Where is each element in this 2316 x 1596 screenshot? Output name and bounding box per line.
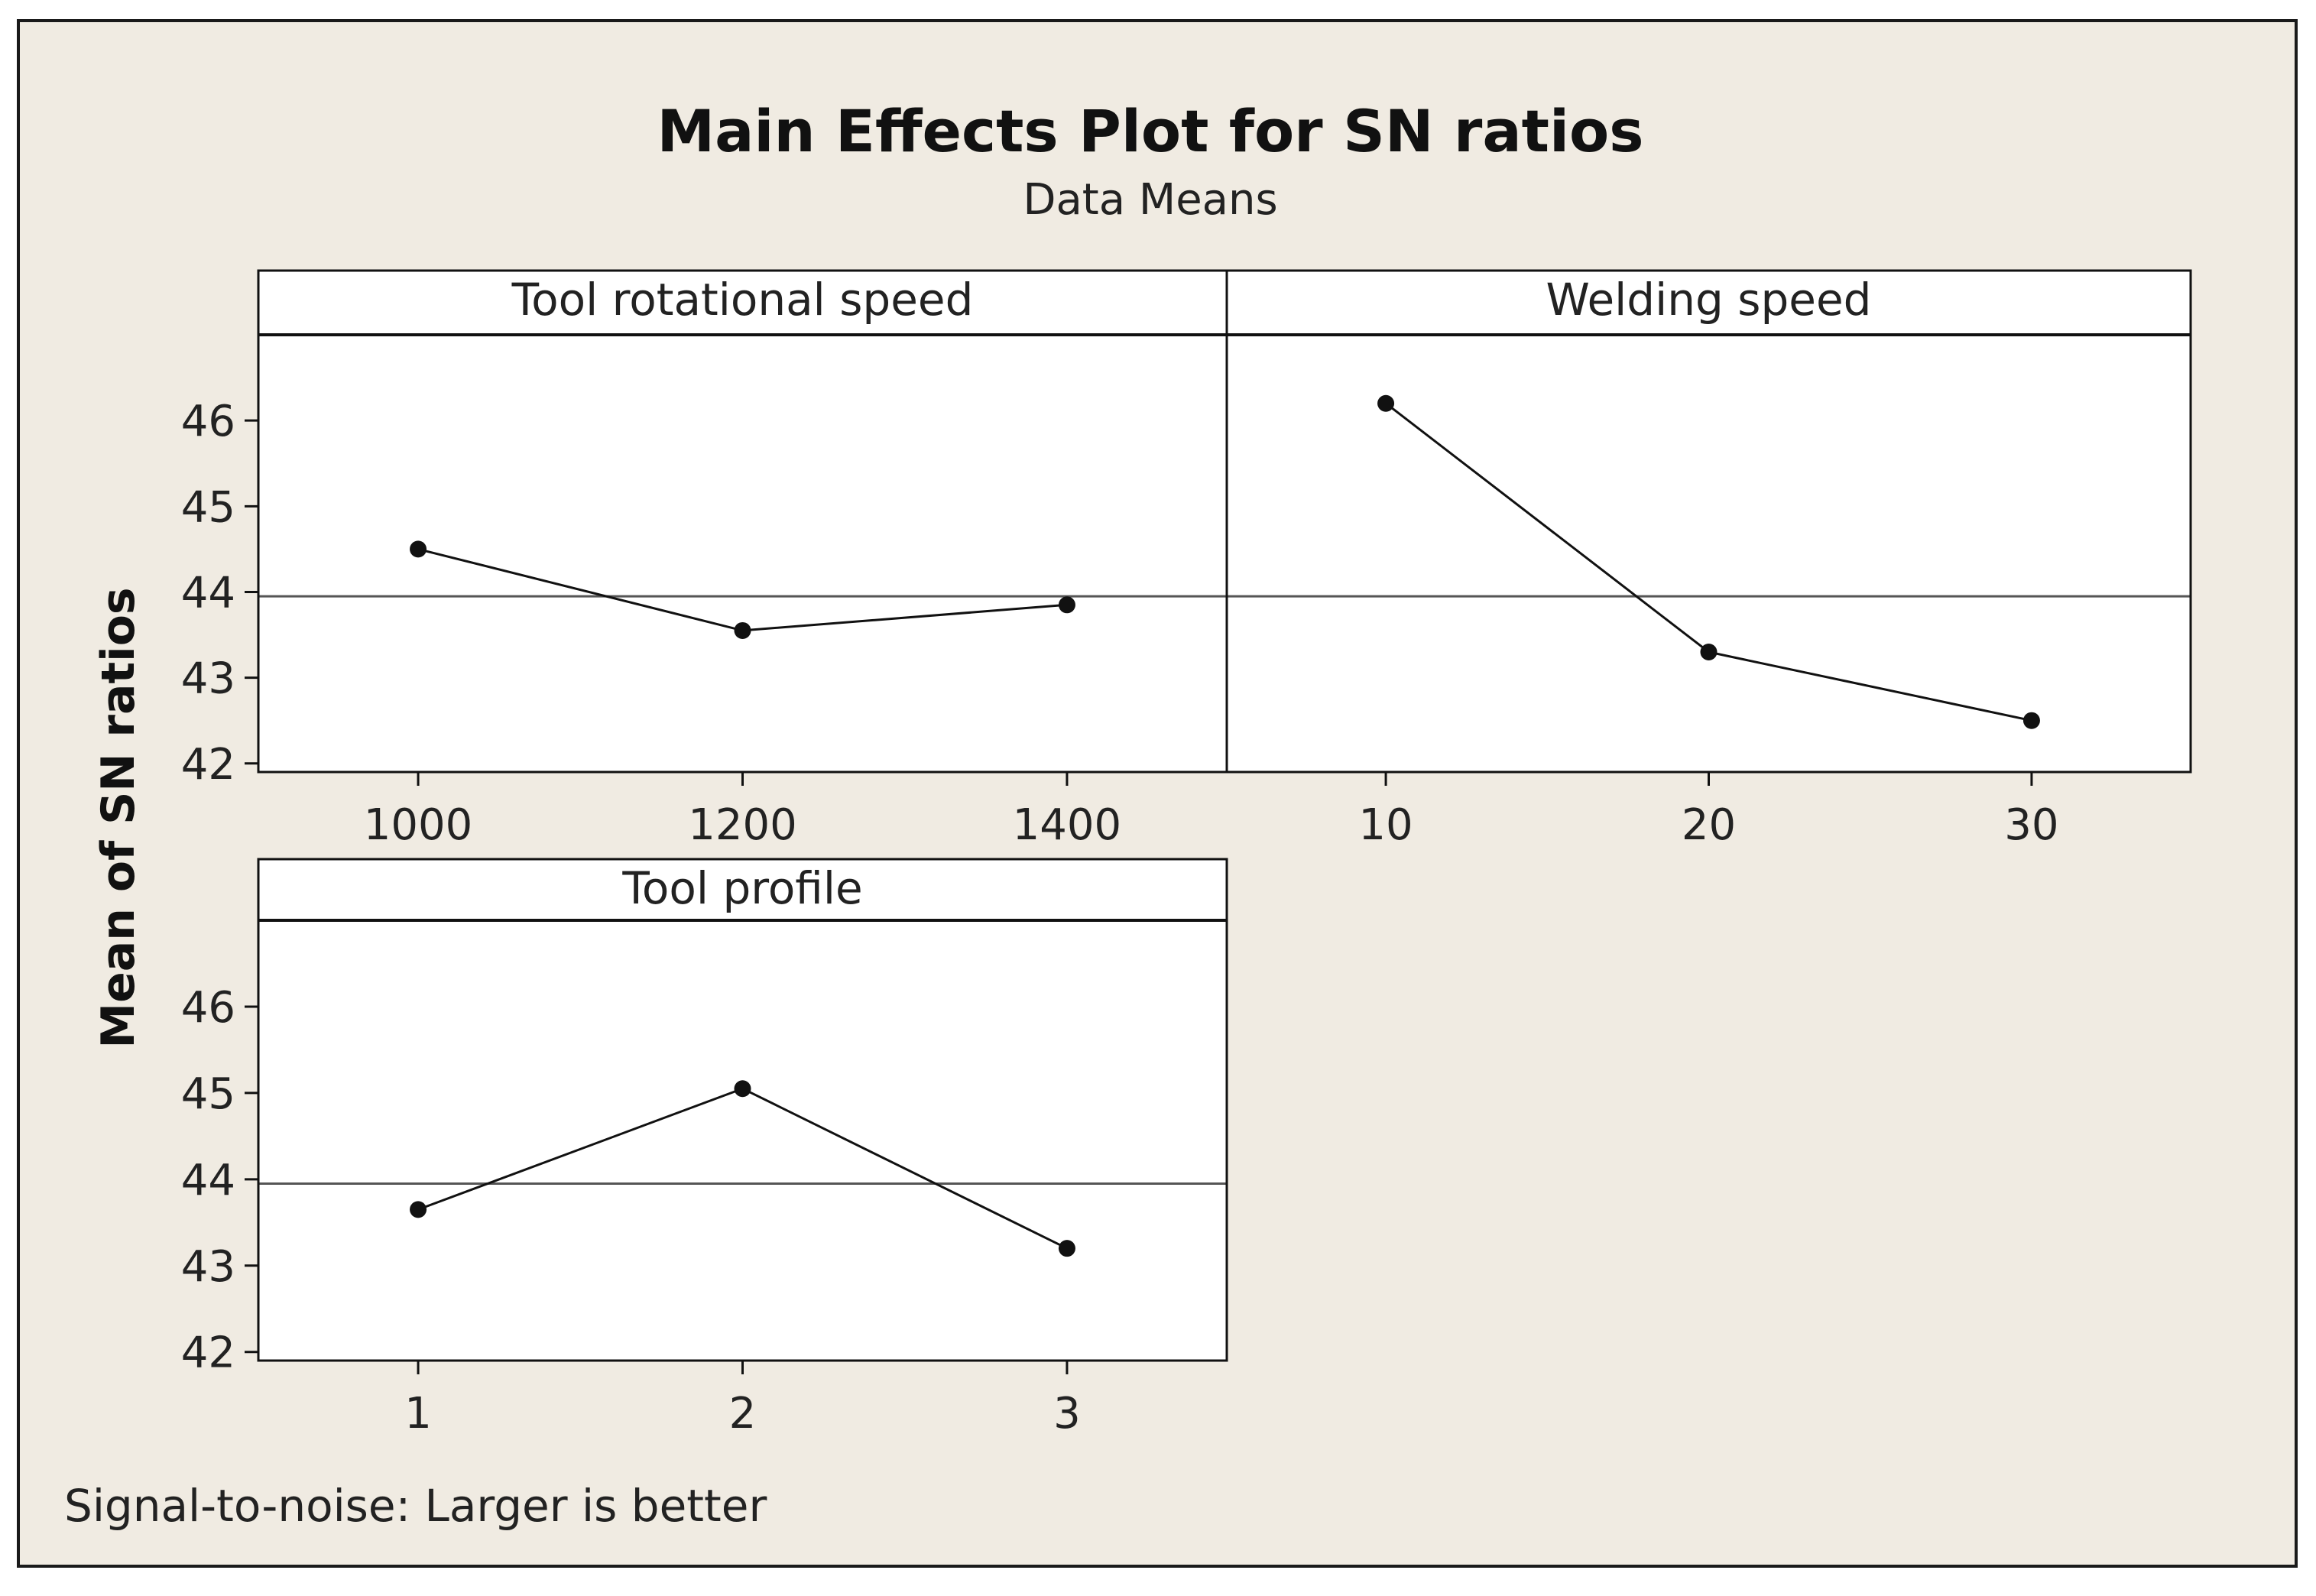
y-tick-label: 43 [181,654,235,704]
panel-3: Tool profile 1 2 3 42 43 44 45 46 [181,858,1228,1439]
y-axis-label: Mean of SN ratios [92,587,145,1048]
panel-background [258,859,1227,1361]
chart-subtitle: Data Means [1023,175,1277,225]
y-tick-label: 45 [181,482,235,532]
panels-layer: Tool rotational speed 1000 1200 1400 42 43 44 4… [181,269,2192,1439]
y-tick-label: 46 [181,983,235,1033]
y-tick-label: 42 [181,1328,235,1378]
x-tick-label: 1400 [1013,800,1122,850]
y-tick-label: 44 [181,1156,235,1205]
x-tick-label: 2 [729,1389,757,1439]
panel-title: Welding speed [1546,274,1872,326]
y-tick-label: 44 [181,568,235,618]
panel-background [258,271,1227,772]
panel-1: Tool rotational speed 1000 1200 1400 42 43 44 4… [181,269,1228,850]
data-point [1700,643,1718,660]
x-tick-label: 20 [1682,800,1736,850]
data-point [734,1080,751,1098]
x-tick-label: 10 [1358,800,1413,850]
footnote: Signal-to-noise: Larger is better [64,1480,767,1532]
panel-title: Tool profile [621,862,862,914]
data-point [2022,712,2040,729]
x-tick-label: 1 [404,1389,432,1439]
panel-background [1227,271,2191,772]
x-tick-label: 1000 [364,800,473,850]
data-point [410,1201,427,1218]
y-tick-label: 42 [181,740,235,790]
x-tick-label: 1200 [688,800,797,850]
data-point [1058,596,1075,614]
data-point [410,540,427,558]
data-point [1377,394,1395,412]
panel-2: Welding speed 10 20 30 [1225,269,2192,850]
y-tick-label: 45 [181,1069,235,1119]
x-tick-label: 30 [2004,800,2058,850]
y-tick-label: 46 [181,397,235,446]
x-tick-label: 3 [1053,1389,1081,1439]
data-point [734,621,751,639]
panel-title: Tool rotational speed [511,274,974,326]
chart-title: Main Effects Plot for SN ratios [657,97,1644,165]
data-point [1058,1240,1075,1257]
y-tick-label: 43 [181,1242,235,1292]
